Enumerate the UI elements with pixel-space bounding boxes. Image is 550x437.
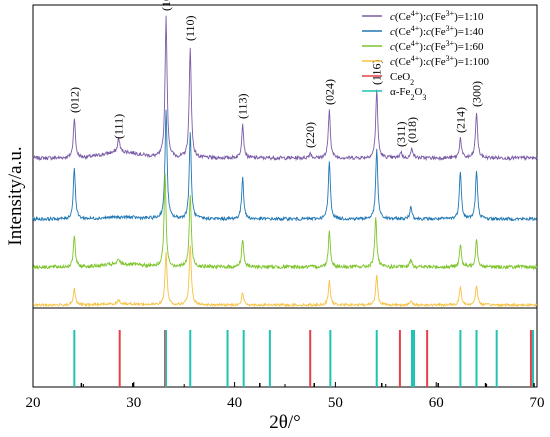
series-line [32, 173, 538, 271]
x-tick-label: 60 [429, 395, 444, 411]
series-line [32, 245, 538, 308]
peak-label: (116) [370, 59, 384, 85]
x-ticks: 20 30 40 50 60 70 [26, 382, 545, 411]
legend-entry-text: c(Ce4+):c(Fe3+)=1:100 [390, 54, 490, 69]
legend-entry-text: c(Ce4+):c(Fe3+)=1:10 [390, 9, 484, 24]
peak-label: (311) [394, 121, 408, 147]
y-axis-title: Intensity/a.u. [5, 146, 26, 245]
x-tick-label: 30 [126, 395, 141, 411]
legend-entry-text: α-Fe2O3 [390, 86, 426, 102]
peak-labels: (012) (111) (104) (110) (113) (220) (024) (116)… [67, 0, 483, 148]
legend-entry-text: c(Ce4+):c(Fe3+)=1:60 [390, 39, 484, 54]
x-tick-label: 70 [530, 395, 545, 411]
peak-label: (104) [159, 0, 173, 11]
x-tick-label: 40 [227, 395, 242, 411]
peak-label: (220) [303, 122, 317, 148]
legend-entry-text: c(Ce4+):c(Fe3+)=1:40 [390, 24, 484, 39]
pattern-series [32, 15, 538, 308]
x-tick-label: 50 [328, 395, 343, 411]
peak-label: (111) [112, 114, 126, 139]
peak-label: (214) [453, 107, 467, 133]
peak-label: (300) [470, 81, 484, 107]
peak-label: (012) [67, 87, 81, 113]
series-line [32, 15, 538, 162]
x-tick-label: 20 [26, 395, 41, 411]
peak-label: (018) [405, 117, 419, 143]
legend: c(Ce4+):c(Fe3+)=1:10c(Ce4+):c(Fe3+)=1:40… [362, 9, 490, 102]
x-axis-title: 2θ/° [269, 412, 300, 433]
legend-entry-text: CeO2 [390, 71, 414, 87]
series-line [32, 109, 538, 222]
peak-label: (110) [183, 15, 197, 41]
reference-lines [73, 330, 535, 387]
peak-label: (024) [322, 79, 336, 105]
peak-label: (113) [236, 93, 250, 119]
